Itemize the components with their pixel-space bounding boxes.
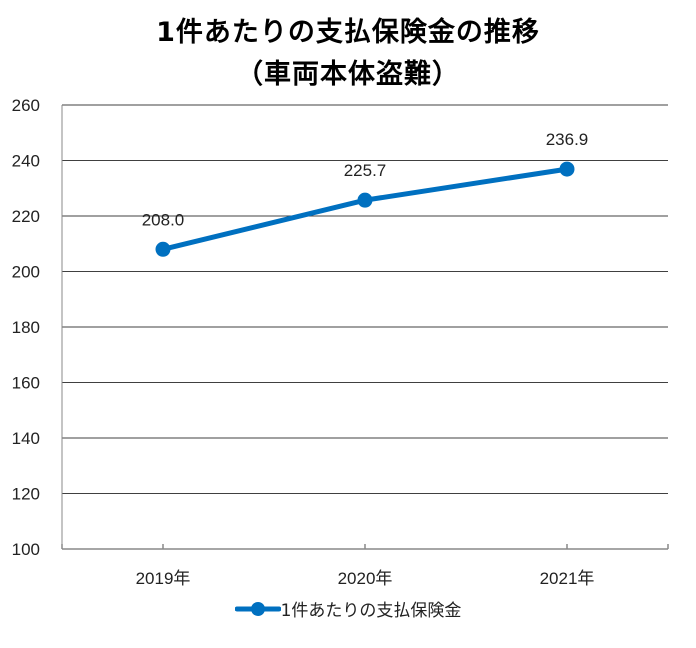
data-label: 236.9 <box>546 130 589 149</box>
data-point <box>155 241 171 257</box>
y-tick-label: 140 <box>12 429 40 448</box>
y-tick-label: 200 <box>12 263 40 282</box>
y-tick-label: 120 <box>12 485 40 504</box>
y-tick-label: 100 <box>12 540 40 559</box>
y-tick-label: 260 <box>12 96 40 115</box>
y-tick-label: 220 <box>12 207 40 226</box>
data-label: 225.7 <box>344 161 387 180</box>
x-tick-label: 2019年 <box>136 569 191 588</box>
x-tick-label: 2021年 <box>540 569 595 588</box>
y-tick-label: 240 <box>12 152 40 171</box>
series-line <box>162 166 568 252</box>
chart-title: 1件あたりの支払保険金の推移 <box>156 17 540 48</box>
chart-subtitle: （車両本体盗難） <box>236 59 460 90</box>
y-tick-label: 160 <box>12 374 40 393</box>
x-tick-label: 2020年 <box>338 569 393 588</box>
data-point <box>357 192 373 208</box>
data-label: 208.0 <box>142 210 185 229</box>
data-point <box>559 161 575 177</box>
legend-label: 1件あたりの支払保険金 <box>280 601 462 621</box>
legend-marker-icon <box>234 601 281 616</box>
y-tick-label: 180 <box>12 318 40 337</box>
legend: 1件あたりの支払保険金 <box>0 596 696 621</box>
